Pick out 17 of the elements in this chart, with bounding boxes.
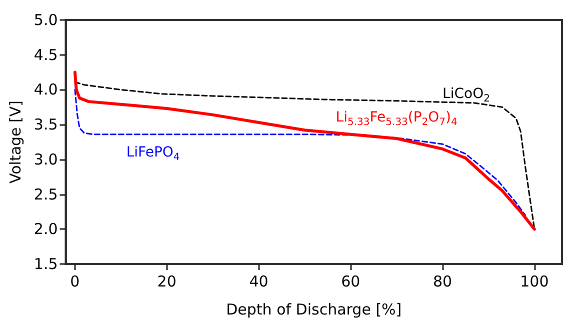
y-axis-title: Voltage [V]: [6, 100, 24, 184]
y-tick-label: 3.5: [34, 116, 58, 134]
y-tick-label: 2.5: [34, 185, 58, 204]
y-tick-label: 3.0: [34, 150, 58, 168]
y-tick-label: 2.0: [34, 220, 58, 238]
x-tick-label: 100: [520, 272, 549, 290]
y-tick-label: 4.5: [34, 46, 58, 64]
line-series: [74, 88, 526, 216]
x-tick-label: 80: [432, 272, 452, 290]
y-tick-label: 5.0: [34, 11, 58, 29]
x-tick-label: 20: [157, 272, 176, 290]
y-tick-label: 1.5: [34, 255, 58, 273]
x-tick-label: 40: [249, 272, 268, 290]
x-axis-title: Depth of Discharge [%]: [226, 300, 402, 318]
y-tick-label: 4.0: [34, 80, 58, 99]
x-tick-label: 0: [70, 272, 80, 290]
x-tick-label: 60: [341, 272, 360, 290]
